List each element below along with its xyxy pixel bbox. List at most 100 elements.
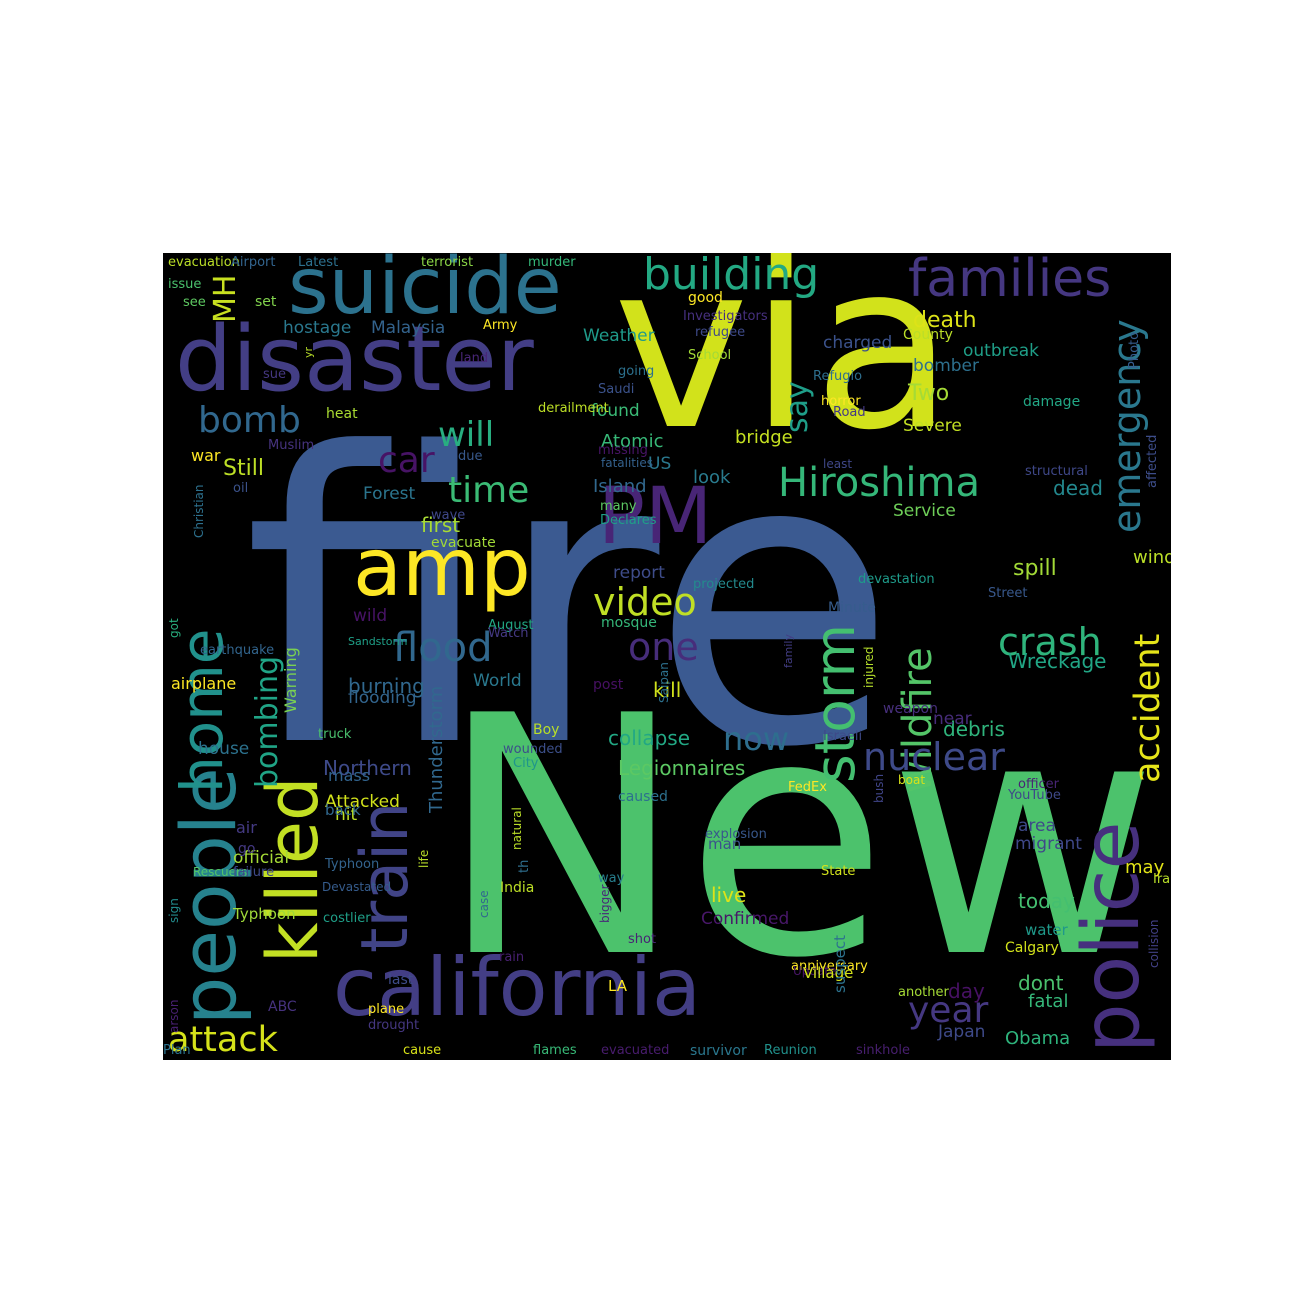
- word-bombing: bombing: [250, 655, 285, 788]
- word-last: last: [388, 972, 414, 988]
- word-investigators: Investigators: [683, 309, 768, 324]
- word-time: time: [448, 470, 530, 511]
- word-evacuate: evacuate: [431, 535, 496, 551]
- word-oil: oil: [233, 481, 249, 496]
- word-th: th: [517, 859, 532, 873]
- word-look: look: [693, 467, 731, 488]
- word-survivor: survivor: [690, 1043, 747, 1059]
- word-calgary: Calgary: [1005, 940, 1059, 956]
- word-street: Street: [988, 586, 1028, 601]
- word-suicide: suicide: [288, 253, 562, 332]
- word-another: another: [898, 985, 949, 1000]
- word-boat: boat: [898, 773, 926, 787]
- word-got: got: [167, 618, 181, 638]
- word-earthquake: earthquake: [200, 643, 275, 658]
- word-collision: collision: [1147, 919, 1161, 968]
- word-found: found: [591, 401, 640, 421]
- word-people: people: [164, 767, 253, 1025]
- word-affected: affected: [1145, 434, 1160, 488]
- word-natural: natural: [510, 807, 524, 850]
- word-two: Two: [908, 381, 950, 406]
- word-near: near: [933, 709, 972, 729]
- word-village: Village: [803, 964, 854, 982]
- word-school: School: [688, 348, 732, 363]
- word-army: Army: [483, 318, 518, 333]
- word-good: good: [688, 290, 723, 306]
- word-amp: amp: [353, 521, 531, 614]
- word-cloud: fire New via disaster suicide california polic…: [163, 253, 1171, 1060]
- word-typhoon: Typhoon: [325, 857, 380, 872]
- word-officer: officer: [1018, 777, 1060, 792]
- word-anniversary: anniversary: [791, 959, 868, 974]
- word-island: Island: [593, 476, 647, 497]
- word-august: August: [488, 618, 534, 633]
- word-mosque: mosque: [601, 615, 657, 631]
- word-plan: Plan: [163, 1043, 191, 1058]
- word-may: may: [1125, 857, 1165, 878]
- word-truck: truck: [318, 727, 352, 742]
- word-accident: accident: [1128, 633, 1168, 783]
- word-due: due: [458, 449, 483, 464]
- word-charged: charged: [823, 333, 893, 353]
- word-area: area: [1018, 816, 1056, 836]
- word-hiroshima: Hiroshima: [778, 460, 981, 506]
- word-train: train: [348, 801, 423, 953]
- word-legionnaires: Legionnaires: [618, 756, 746, 780]
- word-murder: murder: [528, 255, 576, 270]
- word-latest: Latest: [298, 255, 339, 270]
- word-case: case: [477, 890, 491, 918]
- word-set: set: [255, 294, 277, 310]
- word-rain: rain: [499, 950, 525, 965]
- word-cause: cause: [403, 1043, 442, 1058]
- word-will: will: [438, 415, 495, 455]
- word-today: today: [1018, 889, 1075, 913]
- word-atomic: Atomic: [601, 431, 664, 452]
- word-saudi: Saudi: [598, 382, 635, 397]
- word-weather: Weather: [583, 326, 655, 346]
- word-first: first: [421, 513, 461, 537]
- word-via: via: [613, 253, 954, 481]
- word-official: official: [233, 848, 290, 868]
- word-state: State: [821, 864, 856, 879]
- word-sinkhole: sinkhole: [856, 1043, 910, 1058]
- word-horror: horror: [821, 394, 861, 409]
- word-back: back: [325, 801, 361, 819]
- word-hostage: hostage: [283, 318, 352, 338]
- word-wind: wind: [1133, 547, 1171, 568]
- word-airport: Airport: [231, 255, 276, 270]
- word-watch: Watch: [488, 626, 529, 641]
- word-family: family: [782, 634, 795, 668]
- word-going: going: [618, 364, 655, 379]
- word-projected: projected: [693, 577, 755, 592]
- word-city: City: [513, 756, 539, 771]
- word-iran: Iran: [1153, 872, 1171, 887]
- word-severe: Severe: [903, 416, 962, 436]
- word-caused: caused: [618, 789, 668, 805]
- word-death: death: [913, 308, 977, 333]
- word-county: County: [903, 327, 953, 343]
- word-suspect: suspect: [831, 934, 849, 993]
- word-families: families: [908, 253, 1112, 309]
- word-evacuation: evacuation: [168, 255, 240, 270]
- word-service: Service: [893, 501, 956, 521]
- word-missing: missing: [598, 443, 648, 458]
- word-report: report: [613, 563, 665, 583]
- word-weapon: weapon: [883, 701, 938, 717]
- word-storm: storm: [803, 623, 867, 783]
- word-devastated: Devastated: [322, 880, 392, 894]
- word-typhoon: Typhoon: [233, 905, 296, 923]
- word-migrant: migrant: [1015, 834, 1082, 854]
- word-boy: Boy: [533, 722, 560, 738]
- word-airplane: airplane: [171, 674, 237, 693]
- word-california: california: [333, 941, 702, 1034]
- word-fatalities: fatalities: [601, 456, 653, 470]
- word-explosion: explosion: [705, 827, 767, 842]
- word-say: say: [780, 381, 815, 433]
- word-declares: Declares: [600, 513, 657, 528]
- word-pm: PM: [598, 472, 713, 562]
- word-bomber: bomber: [913, 356, 979, 376]
- word-life: life: [417, 849, 431, 868]
- word-video: video: [593, 580, 697, 624]
- word-fire: fire: [243, 370, 897, 835]
- word-evacuated: evacuated: [601, 1043, 670, 1058]
